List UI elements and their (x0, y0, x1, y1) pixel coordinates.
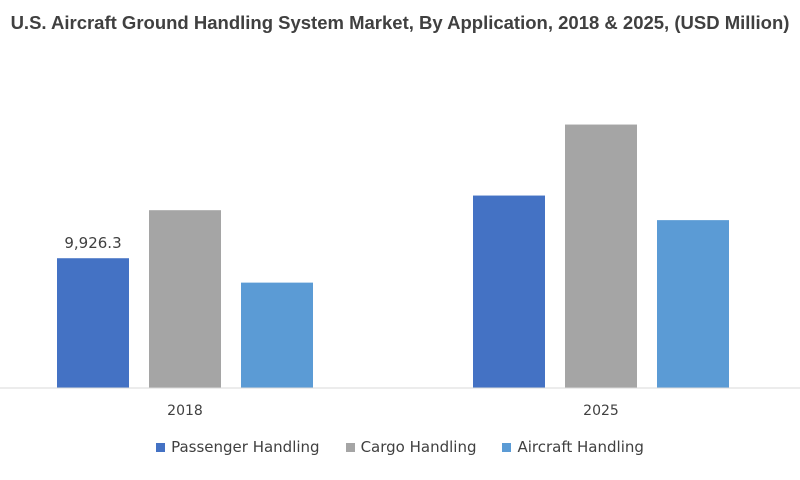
bar-aircraft-handling-2018 (241, 282, 313, 388)
chart-title: U.S. Aircraft Ground Handling System Mar… (10, 12, 790, 33)
legend-item: Cargo Handling (345, 438, 477, 456)
legend-label: Cargo Handling (360, 438, 477, 456)
bar-cargo-handling-2018 (149, 210, 221, 388)
x-tick-label: 2018 (167, 403, 203, 419)
labels-layer: 9,926.3 2018 2025 (64, 234, 618, 419)
legend-label: Passenger Handling (171, 438, 320, 456)
legend-swatch (345, 442, 355, 452)
legend-swatch (502, 442, 512, 452)
legend-item: Passenger Handling (156, 438, 320, 456)
legend-item: Aircraft Handling (502, 438, 644, 456)
data-label: 9,926.3 (64, 234, 121, 252)
legend-label: Aircraft Handling (517, 438, 644, 456)
x-tick-label: 2025 (583, 403, 619, 419)
bars-layer (57, 124, 729, 389)
legend-swatch (156, 442, 166, 452)
bar-passenger-handling-2018 (57, 258, 129, 388)
bar-cargo-handling-2025 (565, 124, 637, 389)
legend: Passenger Handling Cargo Handling Aircraft… (0, 438, 800, 456)
bar-passenger-handling-2025 (473, 195, 545, 388)
bar-aircraft-handling-2025 (657, 220, 729, 388)
